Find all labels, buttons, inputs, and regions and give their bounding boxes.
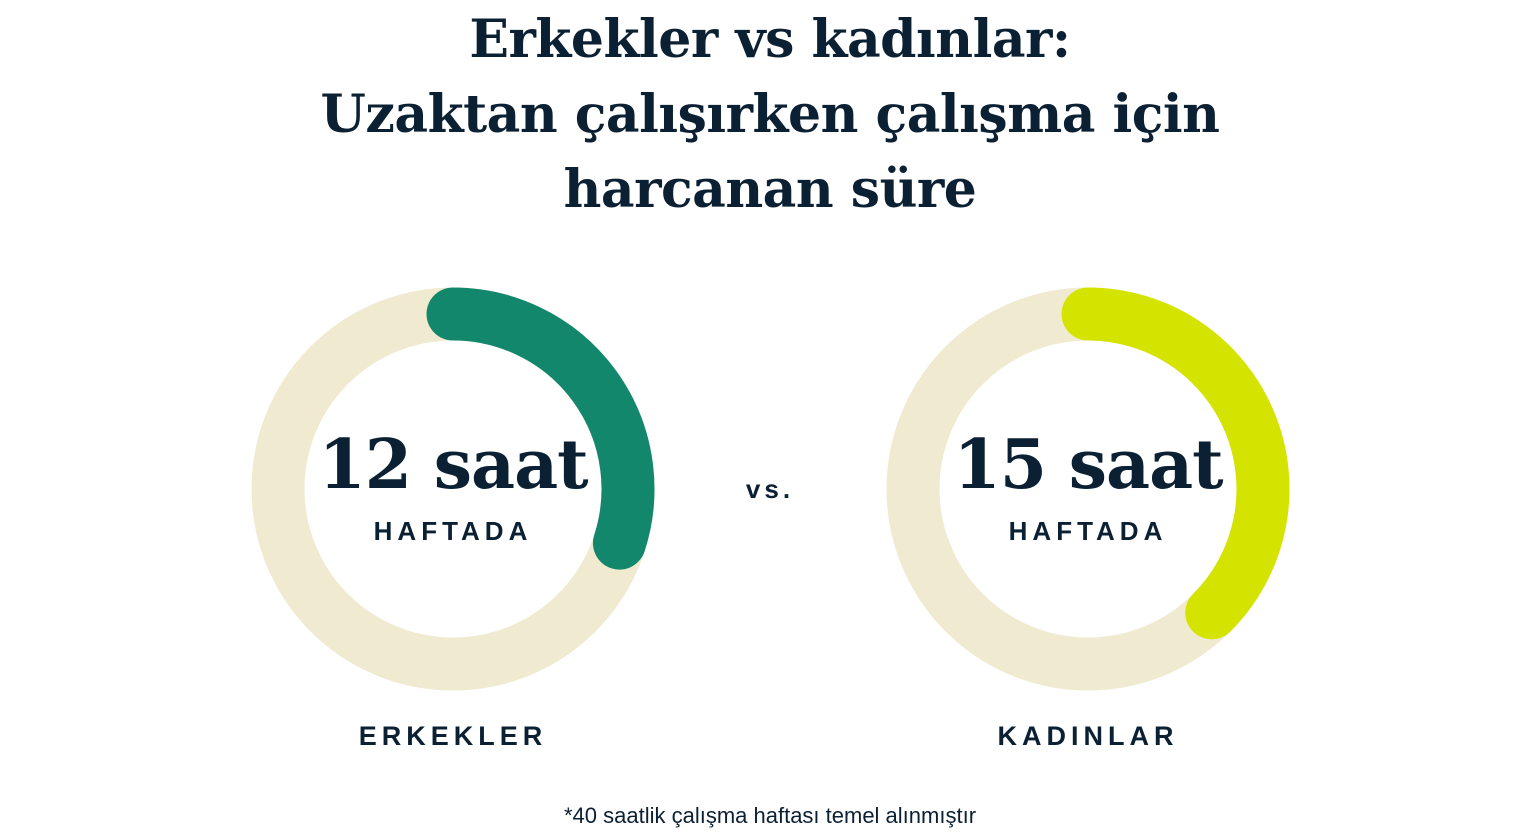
donut-arc-erkekler: [426, 287, 655, 570]
women-unit-label: HAFTADA: [1008, 516, 1168, 546]
title-line-2: Uzaktan çalışırken çalışma için: [320, 84, 1220, 145]
women-value-label: 15 saat: [953, 425, 1223, 505]
men-category-label: ERKEKLER: [358, 721, 548, 751]
title-line-3: harcanan süre: [563, 159, 977, 220]
women-category-label: KADINLAR: [997, 721, 1179, 751]
title-line-1: Erkekler vs kadınlar:: [469, 9, 1071, 70]
men-unit-label: HAFTADA: [373, 516, 533, 546]
men-value-label: 12 saat: [318, 425, 588, 505]
chart-title: Erkekler vs kadınlar: Uzaktan çalışırken…: [0, 2, 1540, 227]
donut-arc-kadinlar: [1061, 287, 1290, 640]
footnote: *40 saatlik çalışma haftası temel alınmı…: [563, 803, 977, 828]
vs-label: vs.: [745, 474, 795, 504]
